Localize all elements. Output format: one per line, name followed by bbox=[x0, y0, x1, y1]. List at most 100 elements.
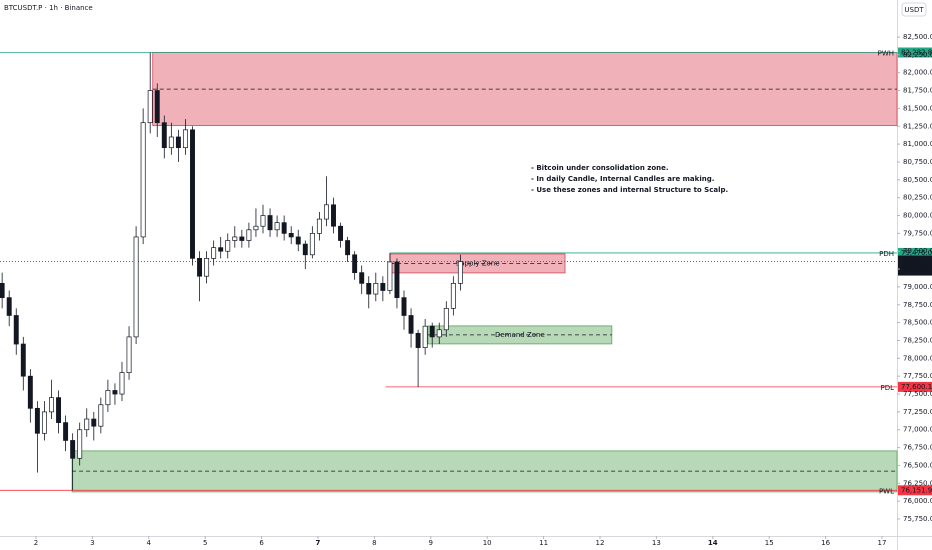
candle-body bbox=[422, 325, 428, 348]
candle-body bbox=[218, 247, 224, 252]
candle-body bbox=[6, 297, 12, 316]
candle-body bbox=[288, 233, 294, 238]
candle-body bbox=[401, 297, 407, 316]
x-tick-label: 7 bbox=[316, 539, 321, 547]
candle-body bbox=[352, 254, 358, 273]
candle-body bbox=[246, 229, 252, 241]
candle-body bbox=[126, 336, 132, 373]
x-tick-label: 5 bbox=[203, 539, 207, 547]
symbol: BTCUSDT.P · 1h · Binance bbox=[4, 4, 93, 12]
candle-body bbox=[408, 315, 414, 334]
candle-body bbox=[182, 129, 188, 149]
y-tick-label: 78,250.0 bbox=[903, 336, 932, 344]
y-tick-label: 80,000.0 bbox=[903, 212, 932, 220]
candle-body bbox=[253, 225, 259, 231]
candle-body bbox=[387, 261, 393, 291]
y-tick-label: 82,250.0 bbox=[903, 51, 932, 59]
x-tick-label: 3 bbox=[90, 539, 94, 547]
candle-body bbox=[154, 90, 160, 124]
candle-body bbox=[295, 236, 301, 245]
level-price: 82,282.8 bbox=[901, 49, 932, 57]
y-tick-label: 80,750.0 bbox=[903, 158, 932, 166]
x-tick-label: 13 bbox=[652, 539, 661, 547]
y-tick-label: 76,250.0 bbox=[903, 479, 932, 487]
candle-body bbox=[56, 397, 62, 423]
candle-body bbox=[27, 375, 33, 409]
x-tick-label: 8 bbox=[372, 539, 376, 547]
candle-body bbox=[13, 315, 19, 345]
candle-body bbox=[345, 240, 351, 256]
x-tick-label: 10 bbox=[483, 539, 492, 547]
candle-body bbox=[0, 283, 5, 298]
y-tick-label: 80,500.0 bbox=[903, 176, 932, 184]
level-name: PWL bbox=[879, 487, 894, 495]
x-tick-label: 4 bbox=[147, 539, 152, 547]
candle-body bbox=[77, 429, 83, 459]
candle-body bbox=[302, 243, 308, 256]
candle-body bbox=[119, 372, 125, 395]
candle-body bbox=[338, 225, 344, 241]
y-tick-label: 78,500.0 bbox=[903, 319, 932, 327]
last-price: 79,355.1 bbox=[901, 257, 932, 265]
y-tick-label: 80,250.0 bbox=[903, 194, 932, 202]
candle-body bbox=[175, 136, 181, 149]
currency-button[interactable] bbox=[901, 2, 927, 17]
candle-body bbox=[331, 204, 336, 227]
y-tick-label: 77,000.0 bbox=[903, 426, 932, 434]
y-tick-label: 78,000.0 bbox=[903, 354, 932, 362]
y-tick-label: 78,750.0 bbox=[903, 301, 932, 309]
x-tick-label: 17 bbox=[878, 539, 887, 547]
level-tag bbox=[898, 381, 932, 392]
x-tick-label: 11 bbox=[539, 539, 548, 547]
candle-body bbox=[84, 418, 90, 431]
level-tag bbox=[898, 485, 932, 496]
candle-body bbox=[204, 258, 210, 277]
y-tick-label: 81,500.0 bbox=[903, 104, 932, 112]
y-tick-label: 77,250.0 bbox=[903, 408, 932, 416]
candle-body bbox=[70, 440, 76, 459]
candle-body bbox=[20, 343, 26, 377]
y-tick-label: 82,500.0 bbox=[903, 33, 932, 41]
candle-body bbox=[274, 222, 280, 231]
candle-body bbox=[443, 307, 449, 331]
candle-body bbox=[49, 397, 54, 413]
candle-body bbox=[309, 233, 315, 256]
annotation: - Bitcoin under consolidation zone. bbox=[531, 164, 669, 172]
candle-body bbox=[267, 215, 273, 231]
y-tick-label: 79,500.0 bbox=[903, 247, 932, 255]
candle-body bbox=[41, 411, 47, 434]
candle-body bbox=[281, 222, 287, 234]
y-tick-label: 81,000.0 bbox=[903, 140, 932, 148]
x-tick-label: 14 bbox=[708, 539, 718, 547]
y-tick-label: 82,000.0 bbox=[903, 69, 932, 77]
annotation: - In daily Candle, Internal Candles are … bbox=[531, 175, 714, 183]
level-tag bbox=[898, 247, 932, 258]
candle-body bbox=[190, 129, 195, 259]
x-tick-label: 6 bbox=[259, 539, 264, 547]
level-tag bbox=[898, 47, 932, 58]
candle-body bbox=[133, 236, 139, 338]
candle-body bbox=[239, 236, 245, 241]
zone-label: Demand Zone bbox=[495, 331, 545, 339]
candle-body bbox=[161, 122, 167, 149]
y-tick-label: 77,500.0 bbox=[903, 390, 932, 398]
candle-body bbox=[436, 329, 442, 338]
level-name: PDL bbox=[880, 384, 894, 392]
currency[interactable]: USDT bbox=[904, 6, 924, 14]
candle-body bbox=[457, 261, 463, 284]
y-tick-label: 79,000.0 bbox=[903, 283, 932, 291]
level-price: 76,151.9 bbox=[901, 486, 932, 494]
x-tick-label: 15 bbox=[765, 539, 774, 547]
candle-body bbox=[394, 261, 400, 298]
candle-body bbox=[168, 136, 174, 149]
candle-body bbox=[34, 407, 40, 434]
candle-body bbox=[359, 272, 365, 284]
level-name: PWH bbox=[878, 50, 894, 58]
y-tick-label: 76,750.0 bbox=[903, 444, 932, 452]
candle-body bbox=[323, 204, 329, 220]
level-price: 79,476.0 bbox=[901, 249, 932, 257]
candle-body bbox=[380, 283, 386, 291]
candle-body bbox=[112, 390, 118, 395]
candle-body bbox=[105, 390, 111, 406]
